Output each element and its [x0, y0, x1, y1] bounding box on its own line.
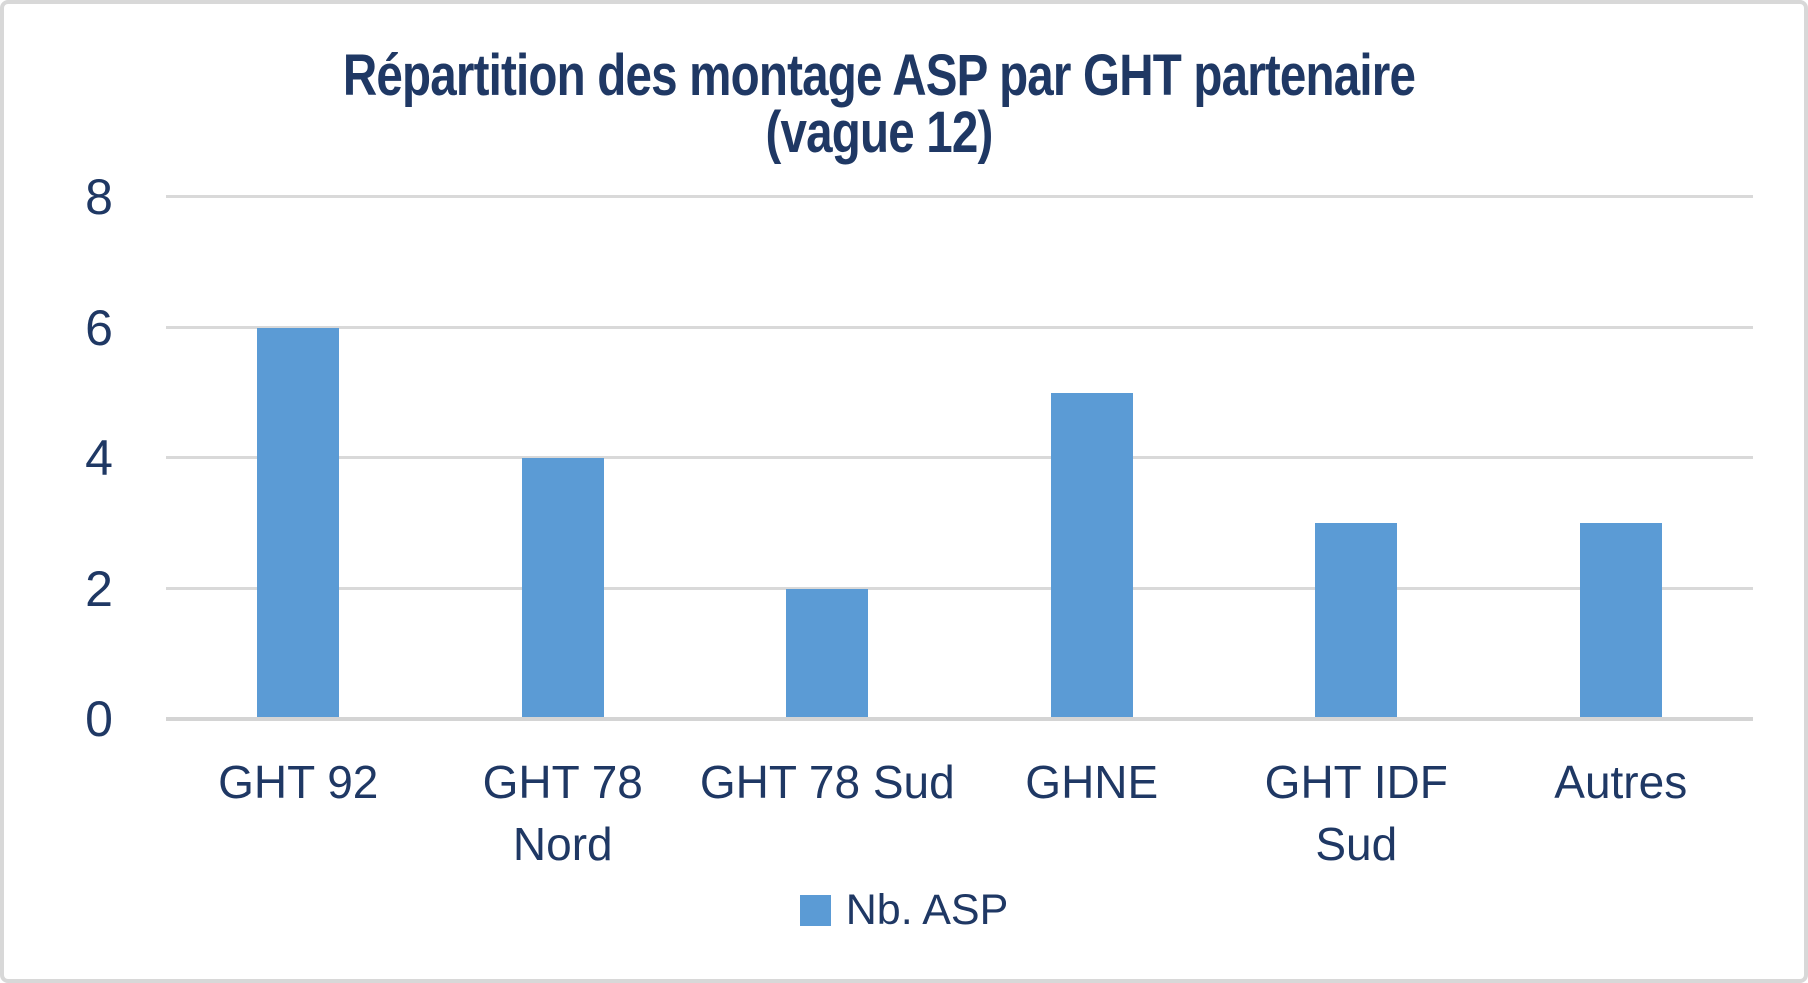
y-axis: 0 2 4 6 8 [59, 4, 139, 979]
gridline [166, 195, 1753, 198]
gridline [166, 325, 1753, 329]
bar-ght-78-sud [786, 588, 869, 719]
bar-ghne [1050, 392, 1133, 719]
chart-title-line-2: (vague 12) [765, 100, 993, 165]
bar-autres [1579, 523, 1662, 719]
y-tick-label: 6 [85, 299, 113, 356]
x-axis-line [166, 717, 1753, 721]
y-tick-label: 0 [85, 691, 113, 747]
chart-title: Répartition des montage ASP par GHT part… [162, 43, 1597, 165]
x-category-label: GHT 92 [218, 756, 379, 808]
y-tick-label: 8 [85, 169, 113, 225]
x-category-label: Autres [1554, 756, 1688, 808]
bar-ght-idf-sud [1315, 523, 1398, 719]
bar-ght-78-nord [521, 458, 604, 719]
gridline [166, 456, 1753, 459]
legend-label: Nb. ASP [845, 886, 1009, 934]
x-category-label: GHNE [1025, 756, 1159, 808]
x-category-label: GHT 78 Nord [482, 756, 643, 870]
chart-title-line-1: Répartition des montage ASP par GHT part… [342, 43, 1416, 108]
plot-area [166, 195, 1753, 721]
x-category-label: GHT IDF Sud [1264, 756, 1448, 870]
y-tick-label: 4 [85, 430, 113, 486]
bar-ght-92 [257, 327, 340, 719]
legend: Nb. ASP [4, 888, 1804, 932]
gridline [166, 586, 1753, 590]
legend-swatch-icon [799, 894, 831, 926]
x-axis: GHT 92 GHT 78 Nord GHT 78 Sud GHNE GHT IDF S… [166, 751, 1753, 875]
y-tick-label: 2 [85, 560, 113, 617]
x-category-label: GHT 78 Sud [699, 756, 955, 808]
